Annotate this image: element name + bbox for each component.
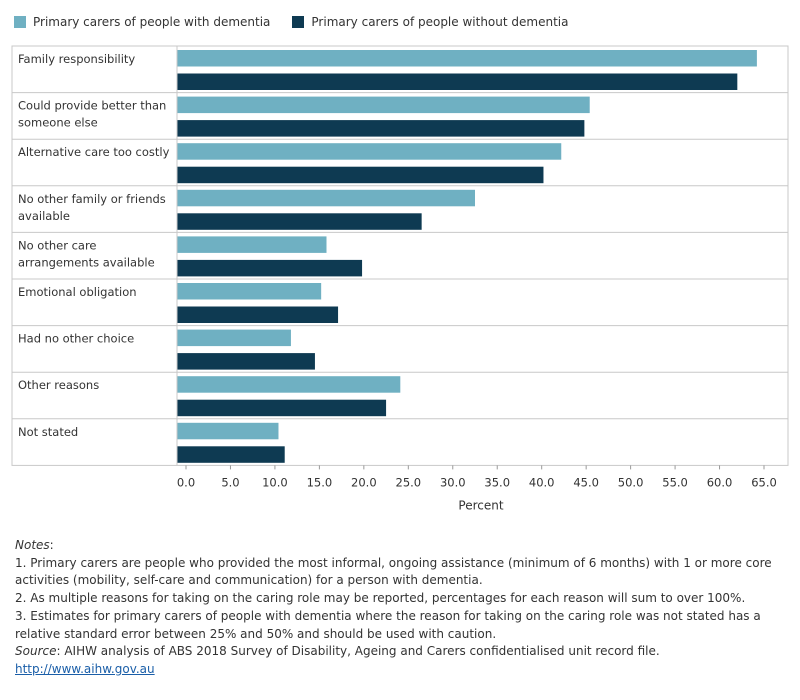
bar-with-dementia [177,236,327,253]
bar-without-dementia [177,73,738,90]
category-label: Could provide better than [18,99,166,113]
category-label: available [18,209,70,223]
x-tick-label: 60.0 [707,475,733,489]
note-1: 1. Primary carers are people who provide… [15,555,772,588]
category-label: Other reasons [18,378,99,392]
source-line: Source: AIHW analysis of ABS 2018 Survey… [15,643,785,661]
bar-without-dementia [177,120,585,137]
notes-heading-suffix: : [49,538,54,552]
category-label: Alternative care too costly [18,145,170,159]
bar-without-dementia [177,446,285,463]
legend-swatch-without-dementia [292,16,305,28]
bar-without-dementia [177,166,544,184]
x-tick-label: 50.0 [618,475,644,489]
bar-with-dementia [177,283,322,300]
x-tick-label: 45.0 [573,475,599,489]
bar-with-dementia [177,143,562,160]
x-tick-label: 10.0 [262,475,288,489]
bar-without-dementia [177,213,422,230]
x-tick-label: 30.0 [440,475,466,489]
x-tick-label: 0.0 [177,475,195,489]
category-label: Emotional obligation [18,285,137,299]
bar-with-dementia [177,96,590,114]
x-tick-label: 15.0 [307,475,333,489]
note-3: 3. Estimates for primary carers of peopl… [15,608,761,641]
category-label: No other care [18,238,97,252]
x-tick-label: 25.0 [396,475,422,489]
note-2: 2. As multiple reasons for taking on the… [15,591,746,606]
legend-swatch-with-dementia [14,16,26,28]
source-label: Source [15,644,57,659]
notes-heading-label: Notes [15,538,50,552]
bar-without-dementia [177,353,315,370]
category-label: Not stated [18,425,78,439]
category-label: Had no other choice [18,332,134,346]
category-label: someone else [18,116,98,130]
bar-without-dementia [177,306,339,323]
bar-chart: Family responsibility Could provide bette… [11,45,789,512]
bar-without-dementia [177,399,387,417]
source-text: : AIHW analysis of ABS 2018 Survey of Di… [56,644,660,659]
bar-with-dementia [177,376,401,393]
source-link-line: http://www.aihw.gov.au [15,661,785,679]
legend-label-without-dementia: Primary carers of people without dementi… [311,15,569,29]
x-tick-label: 40.0 [529,475,555,489]
category-label: No other family or friends [18,192,166,206]
bar-with-dementia [177,50,757,67]
bar-with-dementia [177,422,279,440]
category-label: arrangements available [18,255,155,269]
plot-frame [11,45,789,466]
x-tick-label: 5.0 [221,475,239,489]
notes: Notes: 1. Primary carers are people who … [15,537,785,679]
legend-label-with-dementia: Primary carers of people with dementia [33,15,271,29]
x-tick-label: 35.0 [484,475,510,489]
bar-with-dementia [177,329,291,347]
source-link[interactable]: http://www.aihw.gov.au [15,661,155,676]
legend-item-without-dementia[interactable]: Primary carers of people without dementi… [292,15,568,29]
notes-heading: Notes: [15,537,785,555]
bar-with-dementia [177,189,475,207]
category-label: Family responsibility [18,52,135,66]
x-tick-label: 55.0 [662,475,688,489]
x-tick-label: 65.0 [751,475,777,489]
x-axis-label: Percent [458,498,503,512]
x-tick-label: 20.0 [351,475,377,489]
legend: Primary carers of people with dementia P… [14,12,590,32]
legend-item-with-dementia[interactable]: Primary carers of people with dementia [14,15,270,29]
bar-without-dementia [177,259,363,277]
